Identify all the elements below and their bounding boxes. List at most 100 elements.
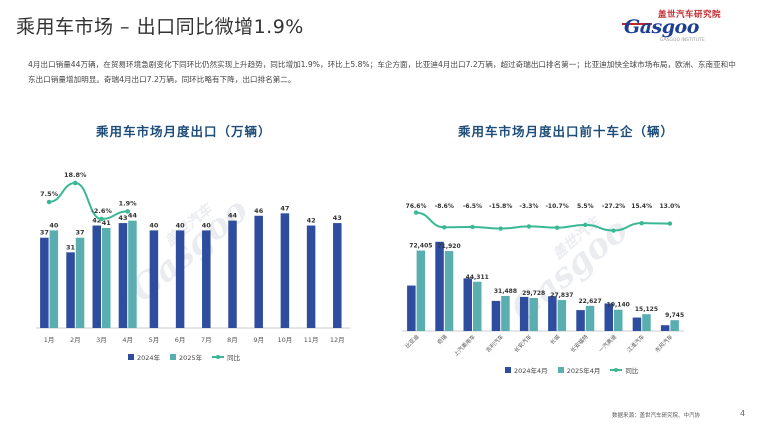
x-tick-label: 8月 — [227, 336, 238, 344]
x-tick-label: 长安汽车 — [512, 332, 534, 354]
legend-label-yoy: 同比 — [227, 354, 241, 362]
bar-2025-04 — [614, 309, 623, 331]
legend-swatch-2024 — [128, 354, 134, 360]
yoy-point — [583, 222, 588, 228]
bar-2024-04 — [604, 303, 613, 331]
bar-label-2025-04: 29,728 — [522, 290, 545, 297]
legend-line-yoy-right — [610, 367, 623, 372]
bar-2025 — [102, 227, 111, 328]
bar-2025-04 — [444, 251, 454, 331]
yoy-point — [470, 224, 475, 230]
bar-label-2024: 44 — [228, 212, 238, 220]
bar-2024 — [66, 252, 75, 328]
yoy-label: 18.8% — [64, 171, 87, 179]
yoy-label: -3.3% — [519, 203, 538, 210]
yoy-point — [46, 199, 52, 205]
yoy-point — [442, 225, 447, 230]
bar-label-2024: 43 — [118, 214, 127, 222]
bar-label-2025-04: 15,125 — [635, 306, 658, 313]
legend-right: 2024年4月 2025年4月 同比 — [505, 365, 648, 375]
bar-2025-04 — [416, 250, 426, 331]
bar-label-2025-04: 31,488 — [494, 288, 517, 295]
bar-label-2024: 40 — [202, 221, 212, 229]
bar-2024 — [175, 230, 185, 328]
yoy-point — [554, 225, 560, 230]
bar-label-2025: 44 — [128, 212, 138, 220]
yoy-point — [667, 221, 673, 226]
bar-label-2025: 37 — [76, 229, 85, 237]
legend-label-2024: 2024年 — [137, 354, 161, 362]
bar-label-2024: 40 — [176, 221, 186, 229]
page-number: 4 — [740, 409, 746, 418]
yoy-label: -27.2% — [602, 203, 625, 210]
legend-label-2025-04: 2025年4月 — [566, 367, 601, 375]
yoy-label: 7.5% — [40, 190, 59, 198]
legend-line-yoy — [212, 354, 225, 359]
chart-title-monthly-export: 乘用车市场月度出口（万辆） — [96, 124, 272, 139]
legend-label-2025: 2025年 — [179, 354, 203, 362]
bar-label-2025-04: 71,920 — [437, 243, 460, 250]
x-tick-label: 11月 — [304, 336, 319, 344]
bar-2024 — [118, 223, 128, 328]
yoy-point — [413, 210, 419, 215]
bar-label-2024: 42 — [92, 217, 101, 225]
yoy-point — [526, 224, 532, 229]
bar-2024 — [333, 223, 342, 328]
bar-2024-04 — [519, 296, 529, 331]
bar-label-2025-04: 9,745 — [665, 312, 684, 319]
legend-left: 2024年 2025年 同比 — [128, 352, 250, 362]
yoy-label: 5.5% — [577, 203, 594, 210]
bar-label-2025: 41 — [102, 219, 112, 227]
legend-item-yoy: 同比 — [212, 352, 240, 362]
legend-label-yoy-right: 同比 — [625, 367, 639, 375]
x-tick-label: 奇瑞 — [435, 332, 449, 346]
yoy-point — [498, 226, 503, 231]
bar-label-2025-04: 72,405 — [409, 243, 432, 250]
legend-swatch-2025 — [170, 354, 177, 360]
bar-label-2024: 43 — [333, 214, 342, 222]
x-tick-label: 吉利汽车 — [484, 332, 506, 354]
x-tick-label: 12月 — [330, 336, 345, 344]
page-title: 乘用车市场 – 出口同比微增1.9% — [16, 16, 304, 38]
bar-2024 — [280, 213, 290, 328]
bar-label-2025: 40 — [49, 221, 59, 229]
yoy-point — [99, 216, 104, 222]
x-tick-label: 5月 — [149, 336, 160, 344]
legend-swatch-2025-04 — [557, 367, 564, 373]
bar-2025-04 — [529, 297, 538, 331]
bar-2025-04 — [585, 305, 595, 331]
x-tick-label: 长安福特 — [568, 332, 590, 354]
bar-2025-04 — [473, 281, 482, 331]
bar-2024 — [202, 230, 211, 328]
legend-label-2024-04: 2024年4月 — [514, 367, 548, 375]
bar-2024 — [228, 220, 237, 328]
legend-item-2025-04: 2025年4月 — [557, 365, 601, 375]
bar-label-2024: 40 — [149, 221, 159, 229]
legend-item-2025: 2025年 — [170, 352, 202, 362]
yoy-label: 76.6% — [406, 203, 427, 210]
logo-stripe — [622, 23, 652, 25]
legend-item-yoy-right: 同比 — [610, 365, 638, 375]
x-tick-label: 东风汽车 — [653, 332, 675, 354]
bar-2024 — [306, 225, 316, 328]
yoy-label: 1.9% — [119, 199, 138, 207]
yoy-point — [611, 228, 616, 233]
x-tick-label: 一汽奥迪 — [597, 332, 619, 354]
gasgoo-logo: 盖世汽车研究院 Gasgoo GASGOO INSTITUTE — [622, 8, 746, 43]
bar-2025-04 — [670, 320, 679, 331]
yoy-point — [125, 209, 130, 214]
x-tick-label: 7月 — [201, 336, 212, 344]
top10-export-chart: 72,405 比亚迪 71,920 奇瑞 44,311 上汽乘用车 31,488 吉利汽车 29… — [402, 203, 684, 358]
bar-label-2024: 37 — [40, 229, 49, 237]
yoy-point — [639, 220, 644, 226]
bar-2024 — [92, 225, 101, 328]
yoy-label: -15.8% — [489, 203, 512, 210]
x-tick-label: 3月 — [96, 336, 107, 344]
bar-2025-04 — [557, 300, 567, 331]
bar-2024 — [149, 230, 159, 328]
bar-label-2025-04: 27,837 — [550, 292, 573, 299]
bar-2024 — [254, 215, 263, 328]
chart-title-top10-export: 乘用车市场月度出口前十车企（辆） — [458, 124, 675, 139]
data-source: 数据来源：盖世汽车研究院、中汽协 — [612, 413, 701, 419]
bar-2024-04 — [576, 310, 585, 331]
